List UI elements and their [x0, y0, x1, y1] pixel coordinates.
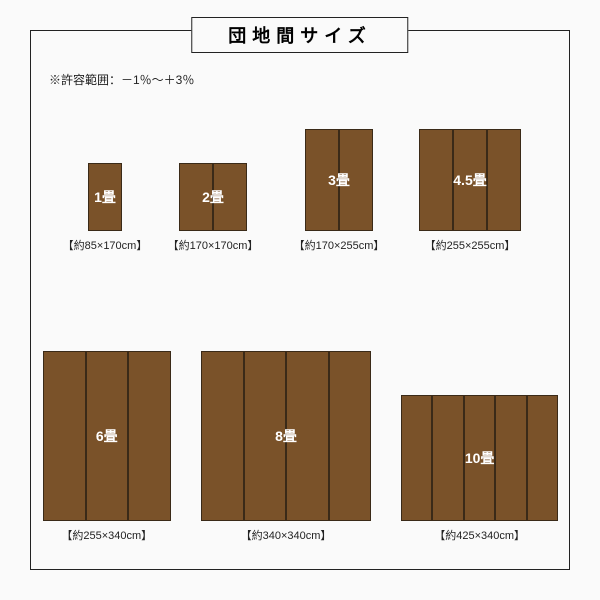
mat-wrap: 10畳	[401, 395, 558, 521]
title-box: 団地間サイズ	[191, 17, 408, 53]
mat-group: 3畳	[289, 129, 389, 231]
mat-label: 10畳	[465, 448, 495, 468]
mat-label: 4.5畳	[453, 170, 486, 190]
size-item: 6畳【約255×340cm】	[43, 351, 171, 543]
mat-panel	[201, 351, 244, 521]
size-item: 2畳【約170×170cm】	[163, 163, 263, 253]
mat-panel	[329, 351, 372, 521]
tolerance-note: ※許容範囲：－1％～＋3％	[49, 71, 194, 88]
mat-label: 6畳	[96, 426, 118, 446]
mat-group: 2畳	[163, 163, 263, 231]
mat-wrap: 8畳	[201, 351, 371, 521]
dimension-label: 【約85×170cm】	[55, 237, 155, 253]
size-item: 4.5畳【約255×255cm】	[419, 129, 521, 253]
mat-panel	[495, 395, 526, 521]
mat-wrap: 6畳	[43, 351, 171, 521]
mat-panel	[487, 129, 521, 231]
mat-panel	[432, 395, 463, 521]
mat-group: 8畳	[201, 351, 371, 521]
mat-label: 1畳	[94, 187, 116, 207]
mat-label: 3畳	[328, 170, 350, 190]
size-item: 10畳【約425×340cm】	[401, 395, 558, 543]
mat-wrap: 3畳	[305, 129, 373, 231]
mat-panel	[128, 351, 171, 521]
dimension-label: 【約425×340cm】	[401, 527, 558, 543]
mat-group: 6畳	[43, 351, 171, 521]
mat-panel	[401, 395, 432, 521]
dimension-label: 【約170×170cm】	[163, 237, 263, 253]
mat-label: 2畳	[202, 187, 224, 207]
dimension-label: 【約255×340cm】	[43, 527, 171, 543]
title-text: 団地間サイズ	[228, 26, 371, 46]
mat-panel	[43, 351, 86, 521]
dimension-label: 【約340×340cm】	[201, 527, 371, 543]
dimension-label: 【約170×255cm】	[289, 237, 389, 253]
mat-panel	[419, 129, 453, 231]
mat-wrap: 4.5畳	[419, 129, 521, 231]
outer-frame: 団地間サイズ ※許容範囲：－1％～＋3％ 1畳【約85×170cm】2畳【約17…	[30, 30, 570, 570]
size-item: 8畳【約340×340cm】	[201, 351, 371, 543]
mat-wrap: 2畳	[179, 163, 247, 231]
mat-group: 1畳	[55, 163, 155, 231]
mat-label: 8畳	[275, 426, 297, 446]
mat-group: 4.5畳	[419, 129, 521, 231]
mat-group: 10畳	[401, 395, 558, 521]
mat-wrap: 1畳	[88, 163, 122, 231]
size-item: 3畳【約170×255cm】	[289, 129, 389, 253]
mat-panel	[527, 395, 558, 521]
size-item: 1畳【約85×170cm】	[55, 163, 155, 253]
dimension-label: 【約255×255cm】	[419, 237, 521, 253]
